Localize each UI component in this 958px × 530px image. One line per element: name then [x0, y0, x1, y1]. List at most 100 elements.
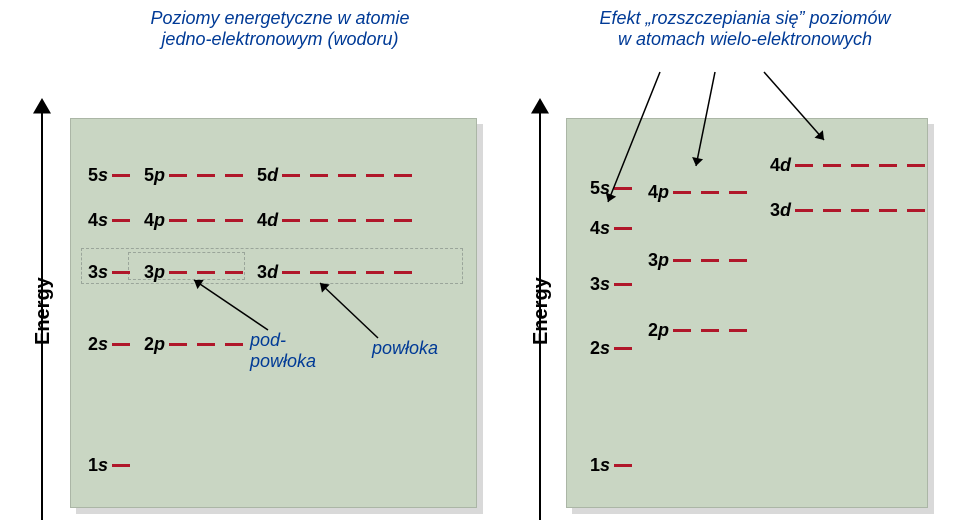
orbital-dash [112, 464, 130, 467]
orbital-dash [701, 259, 719, 262]
orbital-label: 5s [88, 165, 108, 186]
orbital-dash [673, 329, 691, 332]
orbital-label: 4d [770, 155, 791, 176]
right-level-2p: 2p [648, 320, 761, 341]
orbital-label: 4s [88, 210, 108, 231]
orbital-dash [394, 219, 412, 222]
orbital-dash [614, 347, 632, 350]
orbital-3p: 3p [648, 250, 747, 271]
right-level-1s: 1s [590, 455, 646, 476]
left-row-3: 2s 2p [88, 334, 257, 355]
orbital-dash [729, 329, 747, 332]
left-row-0: 5s 5p 5d [88, 165, 426, 186]
orbital-label: 5p [144, 165, 165, 186]
orbital-label: 5s [590, 178, 610, 199]
orbital-4p: 4p [144, 210, 243, 231]
orbital-2s: 2s [88, 334, 130, 355]
orbital-dash [394, 271, 412, 274]
orbital-dash [310, 174, 328, 177]
left-title: Poziomy energetyczne w atomie jedno-elek… [100, 8, 460, 50]
orbital-label: 3p [144, 262, 165, 283]
left-row-2: 3s 3p 3d [88, 262, 426, 283]
orbital-label: 5d [257, 165, 278, 186]
orbital-dash [225, 271, 243, 274]
orbital-label: 3d [770, 200, 791, 221]
orbital-label: 3s [590, 274, 610, 295]
orbital-dash [851, 209, 869, 212]
orbital-dash [614, 464, 632, 467]
right-level-5s: 5s [590, 178, 646, 199]
orbital-dash [112, 174, 130, 177]
orbital-dash [282, 219, 300, 222]
orbital-dash [366, 219, 384, 222]
orbital-dash [614, 187, 632, 190]
orbital-3s: 3s [590, 274, 632, 295]
orbital-dash [823, 164, 841, 167]
orbital-dash [673, 191, 691, 194]
orbital-label: 1s [88, 455, 108, 476]
orbital-dash [282, 271, 300, 274]
right-level-2s: 2s [590, 338, 646, 359]
orbital-dash [338, 271, 356, 274]
left-row-1: 4s 4p 4d [88, 210, 426, 231]
orbital-label: 3s [88, 262, 108, 283]
orbital-dash [338, 174, 356, 177]
orbital-dash [366, 174, 384, 177]
orbital-2p: 2p [144, 334, 243, 355]
orbital-dash [879, 209, 897, 212]
orbital-dash [310, 271, 328, 274]
orbital-dash [310, 219, 328, 222]
orbital-5d: 5d [257, 165, 412, 186]
orbital-dash [614, 283, 632, 286]
right-level-4s: 4s [590, 218, 646, 239]
orbital-label: 2p [144, 334, 165, 355]
orbital-3d: 3d [770, 200, 925, 221]
orbital-2p: 2p [648, 320, 747, 341]
orbital-dash [197, 343, 215, 346]
orbital-1s: 1s [590, 455, 632, 476]
orbital-4d: 4d [770, 155, 925, 176]
orbital-2s: 2s [590, 338, 632, 359]
left-annotation-1: powłoka [372, 338, 438, 359]
orbital-dash [673, 259, 691, 262]
orbital-label: 4d [257, 210, 278, 231]
orbital-dash [225, 219, 243, 222]
orbital-dash [169, 271, 187, 274]
orbital-dash [366, 271, 384, 274]
orbital-4s: 4s [590, 218, 632, 239]
orbital-3p: 3p [144, 262, 243, 283]
orbital-dash [338, 219, 356, 222]
orbital-label: 2s [88, 334, 108, 355]
right-axis-arrowhead [531, 98, 549, 114]
orbital-dash [169, 174, 187, 177]
orbital-label: 4p [648, 182, 669, 203]
orbital-dash [394, 174, 412, 177]
orbital-dash [851, 164, 869, 167]
orbital-label: 3d [257, 262, 278, 283]
orbital-dash [282, 174, 300, 177]
left-axis-label: Energy [32, 277, 55, 345]
orbital-1s: 1s [88, 455, 130, 476]
left-annotation-0: pod- powłoka [250, 330, 316, 372]
orbital-dash [701, 191, 719, 194]
orbital-dash [729, 259, 747, 262]
orbital-label: 3p [648, 250, 669, 271]
orbital-label: 4s [590, 218, 610, 239]
orbital-dash [907, 209, 925, 212]
left-row-4: 1s [88, 455, 144, 476]
orbital-dash [112, 343, 130, 346]
orbital-label: 2p [648, 320, 669, 341]
orbital-dash [823, 209, 841, 212]
orbital-dash [169, 343, 187, 346]
right-title: Efekt „rozszczepiania się” poziomów w at… [555, 8, 935, 50]
orbital-4s: 4s [88, 210, 130, 231]
orbital-dash [907, 164, 925, 167]
orbital-dash [197, 219, 215, 222]
orbital-label: 2s [590, 338, 610, 359]
orbital-dash [197, 174, 215, 177]
right-axis-label: Energy [530, 277, 553, 345]
orbital-dash [879, 164, 897, 167]
right-level-3s: 3s [590, 274, 646, 295]
orbital-5s: 5s [88, 165, 130, 186]
orbital-label: 4p [144, 210, 165, 231]
